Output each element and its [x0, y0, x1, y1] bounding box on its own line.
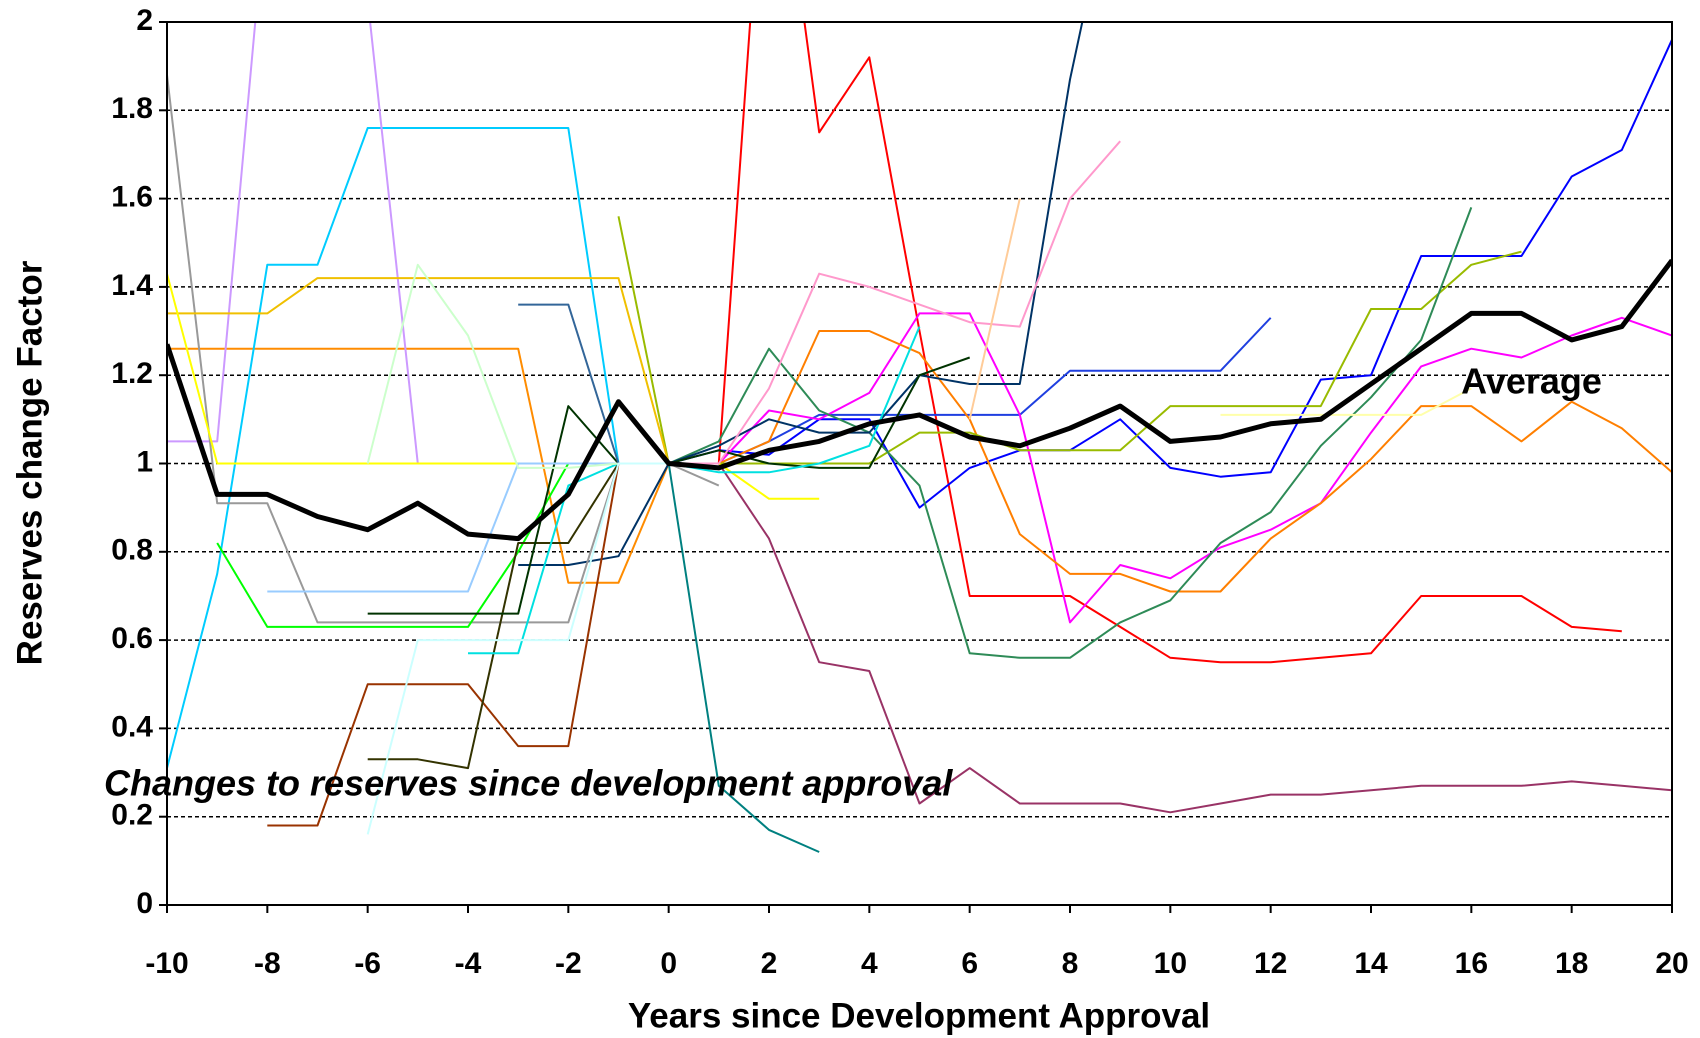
- x-axis-title: Years since Development Approval: [628, 996, 1210, 1035]
- series-line: [167, 258, 1672, 542]
- y-tick-label: 0.4: [111, 710, 153, 743]
- series-line: [668, 462, 1672, 814]
- y-tick-label: 0.6: [111, 622, 153, 655]
- x-tick-label: -10: [145, 947, 188, 980]
- y-tick-label: 1.6: [111, 181, 153, 214]
- x-tick-label: -6: [354, 947, 381, 980]
- y-tick-label: 0: [136, 887, 153, 920]
- series-line: [667, 463, 820, 853]
- x-tick-label: 0: [660, 947, 677, 980]
- x-tick-label: 10: [1154, 947, 1187, 980]
- series-line: [167, 127, 669, 769]
- series-line: [267, 462, 669, 827]
- y-tick-label: 1.2: [111, 357, 153, 390]
- x-tick-label: 20: [1655, 947, 1688, 980]
- x-tick-label: -4: [455, 947, 482, 980]
- x-tick-label: 6: [961, 947, 978, 980]
- x-tick-label: 14: [1354, 947, 1388, 980]
- x-tick-label: -2: [555, 947, 582, 980]
- series-line: [267, 462, 669, 593]
- series-line: [366, 462, 669, 835]
- x-tick-label: 18: [1555, 947, 1588, 980]
- series-line: [1220, 387, 1472, 416]
- series-line: [668, 22, 1622, 664]
- x-tick-label: 8: [1062, 947, 1079, 980]
- x-tick-label: -8: [254, 947, 281, 980]
- y-axis-title: Reserves change Factor: [10, 260, 49, 665]
- series-line: [968, 198, 1021, 420]
- series-line: [668, 140, 1121, 465]
- y-tick-label: 0.8: [111, 534, 153, 567]
- series-line: [518, 22, 1084, 566]
- y-tick-label: 1.4: [111, 269, 153, 302]
- y-tick-label: 2: [136, 4, 153, 37]
- y-tick-label: 0.2: [111, 799, 153, 832]
- x-tick-label: 12: [1254, 947, 1287, 980]
- series-line: [668, 207, 1473, 659]
- series-line: [167, 22, 669, 465]
- x-tick-label: 2: [761, 947, 778, 980]
- plot-frame: [166, 21, 1673, 906]
- series-line: [367, 462, 669, 770]
- y-tick-label: 1.8: [111, 92, 153, 125]
- series-line: [367, 356, 971, 615]
- series-label: Average: [1461, 361, 1602, 402]
- series-line: [167, 277, 670, 464]
- y-tick-label: 1: [136, 445, 153, 478]
- annotation: Changes to reserves since development ap…: [104, 762, 953, 803]
- x-tick-label: 16: [1455, 947, 1488, 980]
- series-line: [668, 312, 1672, 624]
- x-tick-label: 4: [861, 947, 878, 980]
- series-line: [668, 330, 1672, 593]
